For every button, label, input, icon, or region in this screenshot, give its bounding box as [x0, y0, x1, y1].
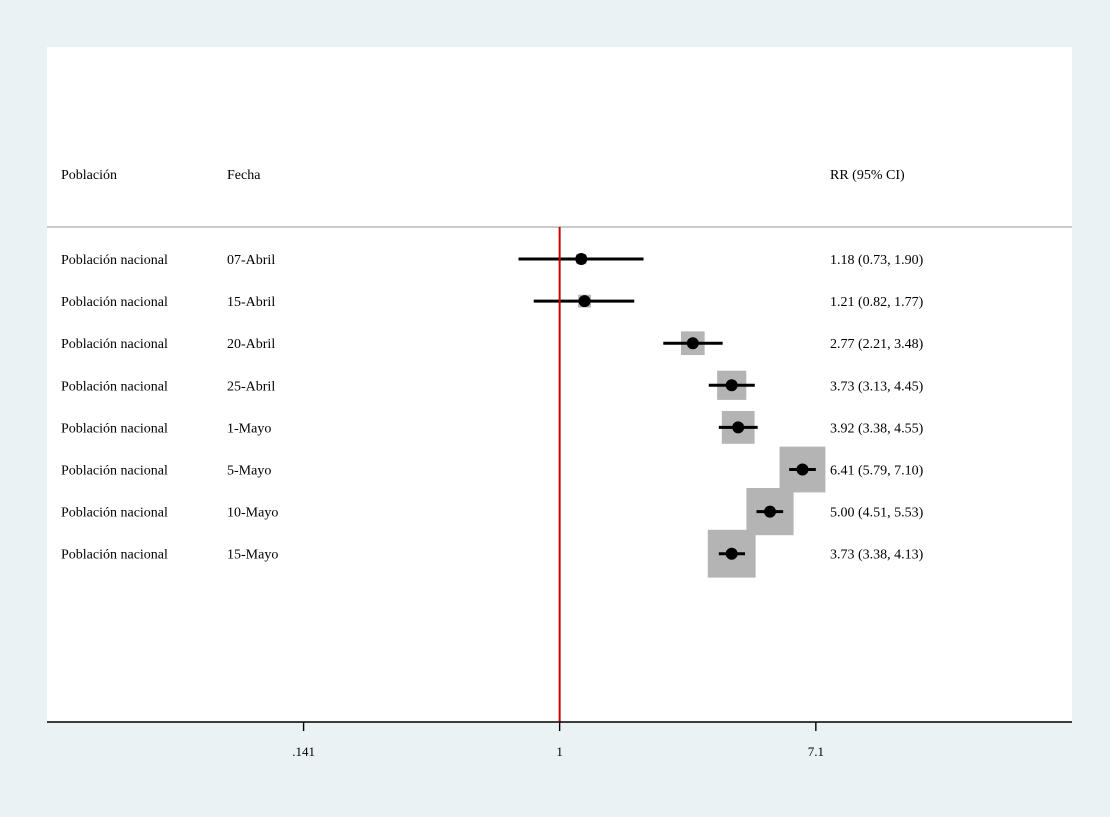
row-date-label: 25-Abril: [227, 379, 275, 394]
x-tick-label: .141: [292, 744, 315, 759]
row-population-label: Población nacional: [61, 337, 168, 352]
forest-row: Población nacional 20-Abril 2.77 (2.21, 3.…: [61, 331, 924, 356]
rr-ci-label: 1.18 (0.73, 1.90): [830, 253, 924, 268]
row-population-label: Población nacional: [61, 253, 168, 268]
x-tick-label: 1: [556, 744, 563, 759]
forest-row: Población nacional 10-Mayo 5.00 (4.51, 5.5…: [61, 488, 924, 536]
forest-row: Población nacional 1-Mayo 3.92 (3.38, 4.55…: [61, 411, 924, 444]
row-population-label: Población nacional: [61, 421, 168, 436]
forest-row: Población nacional 07-Abril 1.18 (0.73, 1.…: [61, 253, 924, 268]
rr-ci-label: 6.41 (5.79, 7.10): [830, 464, 924, 479]
forest-row: Población nacional 5-Mayo 6.41 (5.79, 7.10…: [61, 446, 924, 493]
point-estimate-marker: [725, 379, 738, 392]
row-population-label: Población nacional: [61, 506, 168, 521]
row-date-label: 07-Abril: [227, 253, 275, 268]
x-axis-ticks: .141 1 7.1: [292, 722, 824, 759]
row-date-label: 1-Mayo: [227, 421, 271, 436]
forest-row: Población nacional 25-Abril 3.73 (3.13, 4.…: [61, 370, 924, 400]
forest-row: Población nacional 15-Abril 1.21 (0.82, 1.…: [61, 294, 924, 310]
rr-ci-label: 3.92 (3.38, 4.55): [830, 421, 924, 436]
row-date-label: 15-Abril: [227, 295, 275, 310]
point-estimate-marker: [686, 337, 699, 350]
rr-ci-label: 3.73 (3.13, 4.45): [830, 379, 924, 394]
point-estimate-marker: [725, 547, 738, 560]
row-population-label: Población nacional: [61, 295, 168, 310]
row-date-label: 20-Abril: [227, 337, 275, 352]
point-estimate-marker: [578, 295, 591, 308]
row-date-label: 15-Mayo: [227, 548, 278, 563]
point-estimate-marker: [732, 421, 745, 434]
population-column-header: Población: [61, 168, 117, 183]
rr-ci-label: 1.21 (0.82, 1.77): [830, 295, 924, 310]
forest-row: Población nacional 15-Mayo 3.73 (3.38, 4.1…: [61, 529, 924, 578]
point-estimate-marker: [575, 253, 588, 265]
rr-ci-label: 2.77 (2.21, 3.48): [830, 337, 924, 352]
row-date-label: 5-Mayo: [227, 464, 271, 479]
row-population-label: Población nacional: [61, 379, 168, 394]
point-estimate-marker: [796, 463, 809, 476]
forest-rows: Población nacional 07-Abril 1.18 (0.73, 1.…: [61, 253, 924, 578]
date-column-header: Fecha: [227, 168, 261, 183]
row-population-label: Población nacional: [61, 548, 168, 563]
estimate-column-header: RR (95% CI): [830, 168, 905, 183]
x-tick-label: 7.1: [808, 744, 824, 759]
row-date-label: 10-Mayo: [227, 506, 278, 521]
rr-ci-label: 3.73 (3.38, 4.13): [830, 548, 924, 563]
rr-ci-label: 5.00 (4.51, 5.53): [830, 506, 924, 521]
row-population-label: Población nacional: [61, 464, 168, 479]
point-estimate-marker: [763, 505, 776, 518]
